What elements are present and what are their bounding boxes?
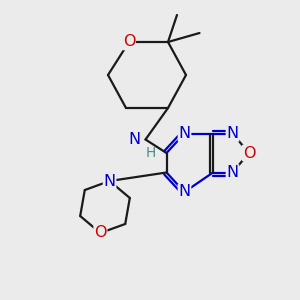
Text: O: O (94, 226, 107, 241)
Text: N: N (226, 126, 238, 141)
Text: H: H (146, 146, 156, 160)
Text: N: N (226, 165, 238, 180)
Text: O: O (243, 146, 255, 160)
Text: N: N (129, 132, 141, 147)
Text: N: N (103, 173, 116, 188)
Text: N: N (178, 184, 190, 200)
Text: N: N (178, 126, 190, 141)
Text: O: O (123, 34, 135, 50)
